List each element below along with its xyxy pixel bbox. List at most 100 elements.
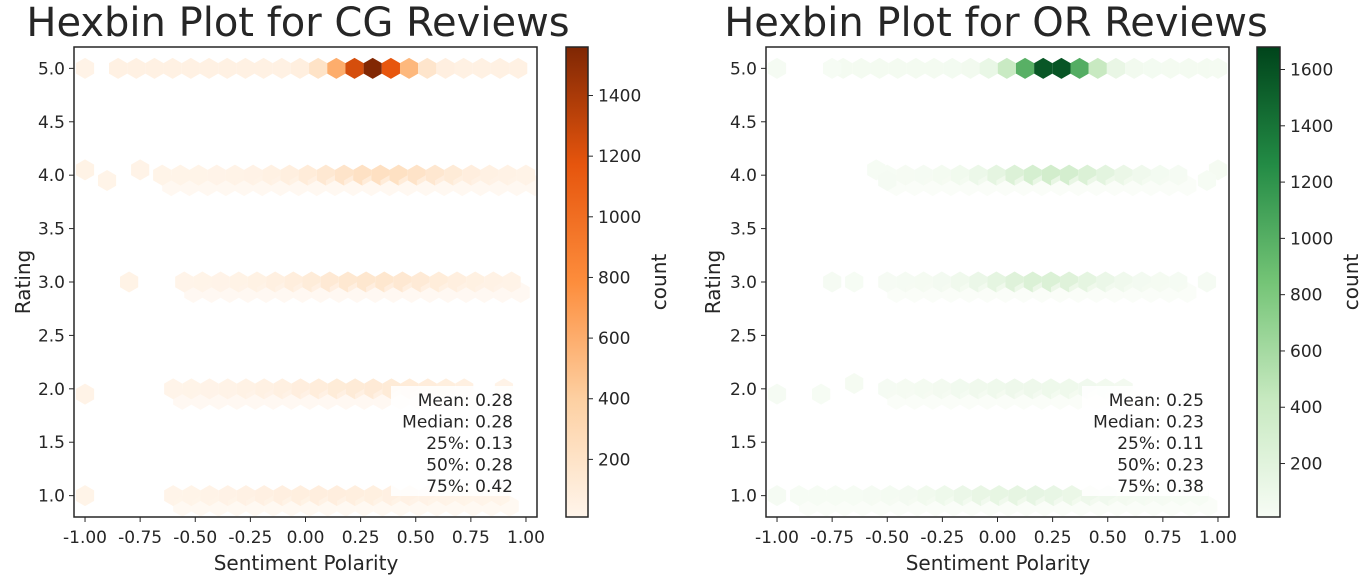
hex-cell	[127, 57, 146, 79]
stats-line: 75%: 0.42	[426, 477, 513, 497]
hex-cell	[131, 159, 150, 181]
hexbin-cells	[767, 57, 1228, 517]
x-tick-label: 0.75	[452, 528, 490, 548]
colorbar-tick-label: 600	[1290, 342, 1322, 362]
colorbar	[1256, 46, 1281, 518]
hex-cell	[1125, 57, 1144, 79]
x-tick-label: -0.25	[228, 528, 272, 548]
colorbar-tick-label: 1400	[598, 87, 641, 107]
hex-cell	[979, 57, 998, 79]
colorbar-tick-label: 1200	[1290, 173, 1333, 193]
colorbar-tick-label: 1000	[598, 208, 641, 228]
hex-cell	[363, 57, 382, 79]
colorbar-tick-label: 400	[1290, 398, 1322, 418]
stats-line: 50%: 0.23	[1117, 456, 1204, 476]
hex-cell	[1161, 57, 1180, 79]
hex-cell	[75, 159, 95, 181]
hex-cell	[852, 57, 871, 79]
y-tick-label: 1.0	[38, 487, 65, 507]
hex-cell	[75, 57, 95, 79]
y-tick-label: 5.0	[730, 59, 757, 79]
hex-cell	[888, 57, 907, 79]
x-tick-label: 0.75	[1144, 528, 1182, 548]
stats-line: Mean: 0.28	[418, 391, 513, 411]
y-tick-label: 4.5	[730, 113, 757, 133]
x-tick-label: -0.75	[810, 528, 854, 548]
x-tick-label: -1.00	[63, 528, 107, 548]
hex-cell	[309, 57, 328, 79]
x-axis-label: Sentiment Polarity	[214, 551, 399, 575]
y-tick-label: 2.5	[730, 326, 757, 346]
hex-cell	[418, 57, 437, 79]
hex-cell	[454, 57, 473, 79]
hex-cell	[345, 57, 364, 79]
hex-cell	[436, 57, 455, 79]
hexbin-cells	[75, 57, 537, 517]
hex-cell	[1034, 57, 1053, 79]
y-tick-label: 1.0	[730, 487, 757, 507]
hex-cell	[1208, 57, 1228, 79]
hex-cell	[1015, 57, 1035, 79]
stats-box	[391, 386, 517, 496]
hex-cell	[511, 282, 530, 303]
hex-cell	[943, 57, 962, 79]
stats-line: 50%: 0.28	[426, 456, 513, 476]
hex-cell	[767, 383, 787, 405]
colorbar-tick-label: 400	[598, 390, 630, 410]
y-tick-label: 4.0	[38, 166, 65, 186]
x-tick-label: -0.25	[920, 528, 964, 548]
hex-cell	[845, 271, 864, 293]
x-tick-label: 0.25	[1034, 528, 1072, 548]
hex-cell	[1070, 57, 1089, 79]
y-tick-label: 4.5	[38, 113, 65, 133]
y-tick-label: 1.5	[38, 433, 65, 453]
colorbar-label: count	[647, 254, 671, 311]
hex-cell	[109, 57, 128, 79]
x-tick-label: 1.00	[507, 528, 545, 548]
hex-cell	[1179, 57, 1198, 79]
hex-cell	[845, 372, 864, 394]
colorbar-tick-label: 1400	[1290, 117, 1333, 137]
hex-cell	[961, 57, 980, 79]
chart-panel-1: -1.00 -0.75 -0.50 -0.25 0.00 0.25 0.50 0.75 1.00…	[701, 0, 1363, 575]
x-tick-label: 0.50	[397, 528, 435, 548]
hex-cell	[767, 57, 787, 79]
y-tick-label: 2.5	[38, 326, 65, 346]
hex-cell	[1143, 57, 1162, 79]
y-tick-label: 5.0	[38, 59, 65, 79]
hex-cell	[1088, 57, 1107, 79]
colorbar-tick-label: 800	[598, 268, 630, 288]
x-tick-label: -0.75	[118, 528, 162, 548]
y-tick-label: 2.0	[730, 380, 757, 400]
x-tick-label: -0.50	[173, 528, 217, 548]
hex-cell	[145, 57, 164, 79]
chart-panel-0: -1.00 -0.75 -0.50 -0.25 0.00 0.25 0.50 0.75 1.00…	[11, 0, 671, 575]
y-tick-label: 4.0	[730, 166, 757, 186]
y-tick-label: 1.5	[730, 433, 757, 453]
hex-cell	[1052, 57, 1071, 79]
hex-cell	[906, 57, 926, 79]
x-tick-label: -1.00	[755, 528, 799, 548]
hex-cell	[381, 57, 400, 79]
hex-cell	[1199, 495, 1218, 517]
colorbar-label: count	[1339, 254, 1363, 311]
hex-cell	[500, 495, 519, 517]
hex-cell	[163, 57, 182, 79]
colorbar-tick-label: 1200	[598, 147, 641, 167]
y-tick-label: 3.0	[730, 273, 757, 293]
x-tick-label: 0.25	[342, 528, 380, 548]
hex-cell	[290, 57, 310, 79]
colorbar-tick-label: 600	[598, 329, 630, 349]
colorbar-tick-label: 1000	[1290, 229, 1333, 249]
hex-cell	[218, 57, 237, 79]
hex-cell	[1178, 282, 1197, 303]
chart-title: Hexbin Plot for OR Reviews	[724, 0, 1268, 46]
hex-cell	[925, 57, 944, 79]
hex-cell	[878, 170, 897, 192]
x-tick-label: 0.00	[979, 528, 1017, 548]
hex-cell	[75, 485, 95, 507]
hex-cell	[823, 271, 842, 293]
y-tick-label: 3.0	[38, 273, 65, 293]
hex-cell	[997, 57, 1016, 79]
